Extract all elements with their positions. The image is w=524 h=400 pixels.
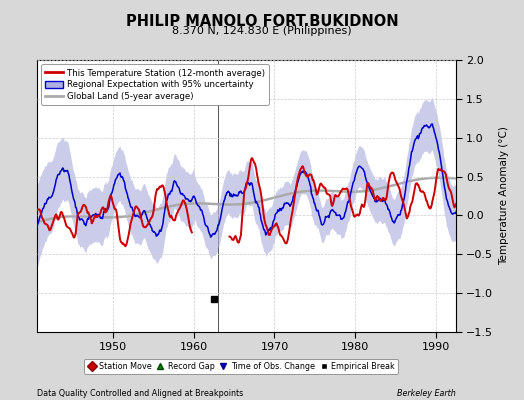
Legend: This Temperature Station (12-month average), Regional Expectation with 95% uncer: This Temperature Station (12-month avera…	[41, 64, 269, 105]
Text: 8.370 N, 124.830 E (Philippines): 8.370 N, 124.830 E (Philippines)	[172, 26, 352, 36]
Y-axis label: Temperature Anomaly (°C): Temperature Anomaly (°C)	[499, 126, 509, 266]
Text: Berkeley Earth: Berkeley Earth	[397, 389, 456, 398]
Text: Data Quality Controlled and Aligned at Breakpoints: Data Quality Controlled and Aligned at B…	[37, 389, 243, 398]
Text: PHILIP MANOLO FORT.BUKIDNON: PHILIP MANOLO FORT.BUKIDNON	[126, 14, 398, 29]
Legend: Station Move, Record Gap, Time of Obs. Change, Empirical Break: Station Move, Record Gap, Time of Obs. C…	[84, 358, 398, 374]
